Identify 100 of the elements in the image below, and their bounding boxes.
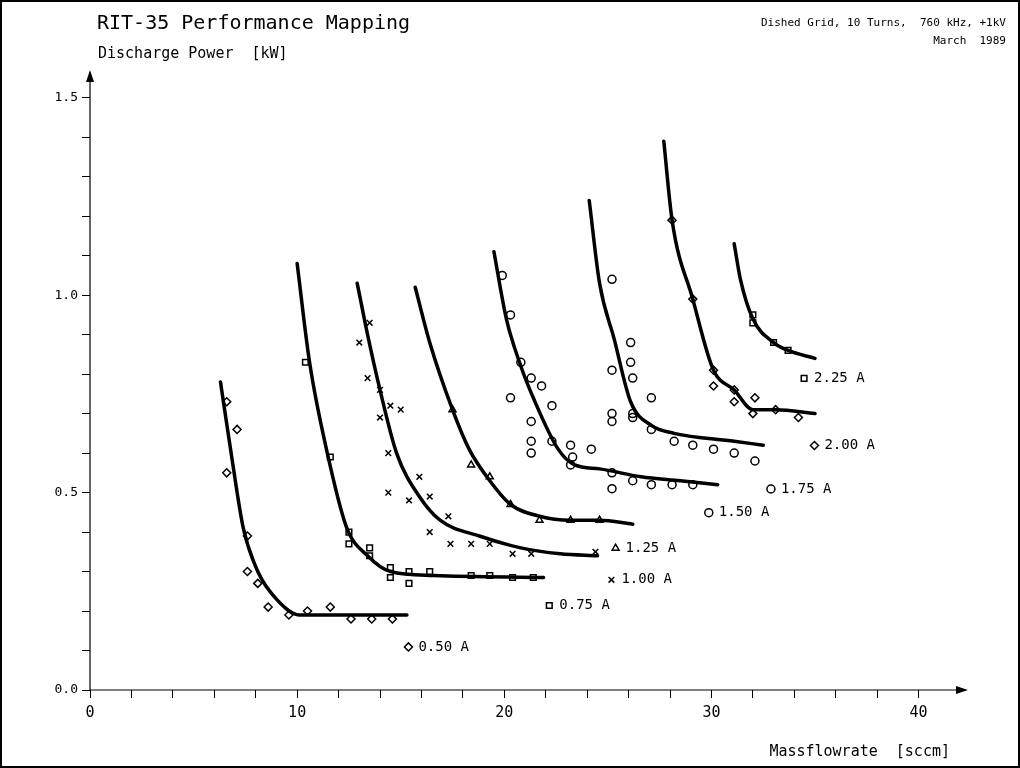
point (386, 564, 394, 572)
point (688, 479, 698, 490)
y-axis-title: Discharge Power [kW] (98, 44, 288, 62)
point (529, 573, 537, 582)
point (646, 479, 657, 490)
point (506, 499, 515, 508)
point (607, 274, 617, 285)
line-series (732, 242, 817, 361)
point (263, 602, 273, 612)
point (708, 381, 719, 391)
line-series (587, 198, 765, 447)
point (607, 365, 617, 375)
legend-label: 2.25 A (814, 369, 866, 386)
point (486, 571, 494, 580)
legend-label: 1.25 A (625, 538, 677, 555)
point (485, 472, 494, 480)
point (326, 453, 334, 461)
point (627, 412, 638, 423)
legend-label: 1.00 A (621, 570, 673, 587)
point (625, 337, 636, 348)
point (526, 373, 536, 383)
point (366, 544, 374, 552)
point (253, 578, 263, 589)
point (405, 579, 413, 587)
point (586, 444, 597, 454)
point (345, 528, 353, 536)
line-series (413, 285, 635, 526)
point (625, 357, 636, 368)
point (669, 436, 679, 446)
point (567, 452, 578, 462)
line-series (295, 261, 546, 580)
point (750, 393, 760, 403)
y-tick-label: 1.0 (54, 286, 78, 302)
y-tick-label: 1.5 (54, 89, 78, 105)
point (793, 412, 804, 423)
point (376, 413, 384, 422)
point (607, 416, 617, 427)
point (345, 540, 353, 548)
point (526, 436, 536, 446)
point (607, 468, 617, 478)
point (708, 444, 719, 454)
point (325, 602, 336, 612)
point (566, 515, 575, 523)
point (301, 358, 310, 366)
x-tick-label: 10 (288, 702, 307, 721)
point (565, 440, 576, 450)
line-series (355, 281, 600, 558)
point (646, 393, 657, 403)
point (508, 573, 517, 582)
point (526, 448, 536, 458)
point (749, 311, 757, 319)
legend-label: 2.00 A (824, 436, 876, 453)
point (769, 338, 778, 347)
x-tick-label: 0 (85, 702, 95, 721)
point (232, 424, 242, 435)
point (729, 385, 739, 395)
y-tick-label: 0.0 (54, 681, 78, 697)
point (607, 408, 617, 419)
point (397, 406, 405, 414)
text: March 1989 (933, 34, 1006, 47)
point (405, 567, 413, 576)
point (627, 408, 638, 419)
line-series (492, 249, 720, 487)
x-tick-label: 20 (495, 702, 514, 721)
x-tick-label: 30 (702, 702, 721, 721)
point (688, 440, 698, 450)
point (708, 365, 719, 375)
chart-title: RIT-35 Performance Mapping (97, 10, 411, 34)
point (729, 397, 739, 407)
point (526, 416, 536, 427)
point (405, 496, 413, 505)
point (749, 319, 757, 327)
point (467, 571, 475, 580)
point (627, 475, 638, 486)
point (386, 402, 394, 410)
legend-label: 0.50 A (418, 637, 470, 654)
point (467, 540, 475, 548)
chart-subtitle: Dished Grid, 10 Turns, 760 kHz, +1kV (760, 16, 1006, 29)
point (466, 460, 476, 468)
point (536, 381, 547, 391)
point (221, 468, 232, 478)
point (547, 400, 557, 411)
point (448, 404, 457, 413)
point (750, 456, 760, 466)
point (627, 373, 638, 383)
point (729, 448, 739, 458)
point (547, 436, 557, 446)
point (607, 483, 617, 494)
point (242, 566, 253, 577)
point (366, 552, 374, 560)
point (565, 460, 576, 470)
y-tick-label: 0.5 (54, 483, 78, 499)
point (363, 374, 372, 382)
point (527, 550, 535, 558)
point (386, 573, 394, 582)
point (784, 346, 792, 355)
legend-label: 1.50 A (718, 503, 770, 520)
point (646, 424, 657, 435)
legend-label: 0.75 A (559, 596, 611, 613)
point (688, 294, 698, 304)
